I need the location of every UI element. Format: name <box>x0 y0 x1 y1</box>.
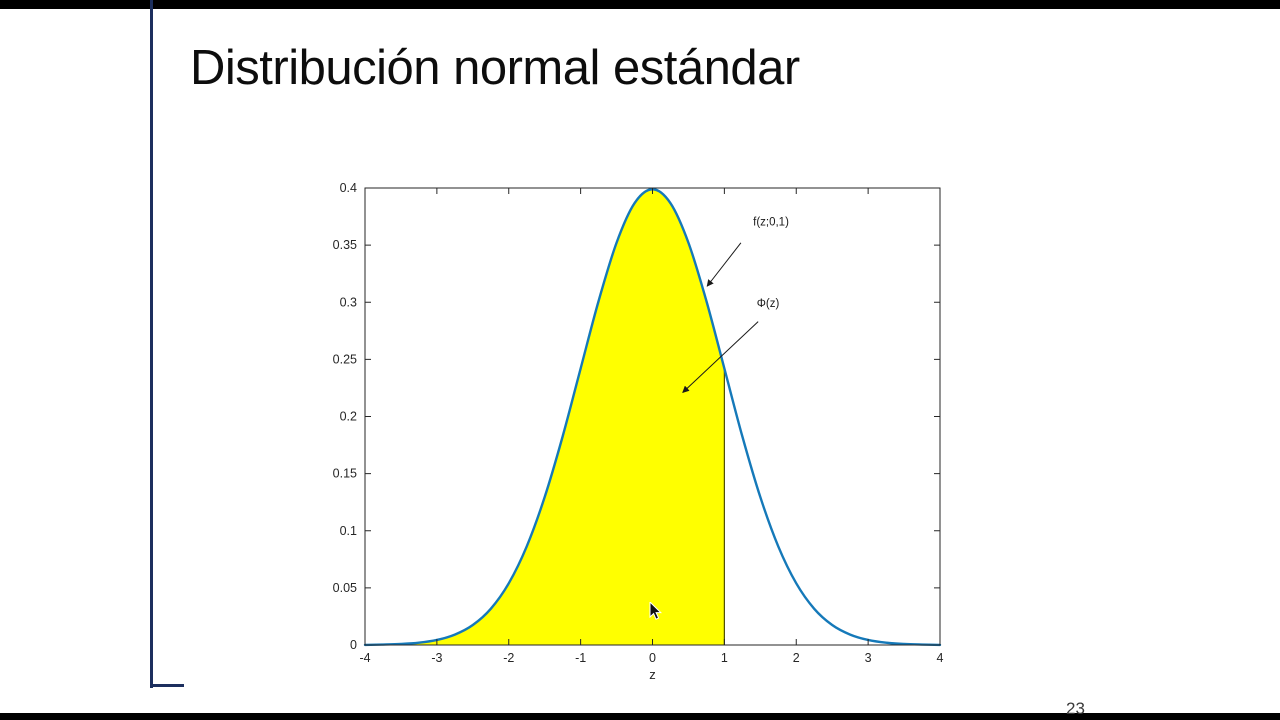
annotation: f(z;0,1) <box>706 217 789 287</box>
x-tick-label: 3 <box>865 651 872 665</box>
page-number: 23 <box>1066 699 1085 718</box>
shaded-area-phi <box>365 189 725 645</box>
x-tick-label: 0 <box>649 651 656 665</box>
x-tick-label: -3 <box>431 651 442 665</box>
x-tick-label: 2 <box>793 651 800 665</box>
x-tick-label: -2 <box>503 651 514 665</box>
mouse-cursor <box>649 600 663 622</box>
annotation-label: f(z;0,1) <box>753 217 789 229</box>
y-tick-label: 0.15 <box>333 467 357 481</box>
slide-accent-line-foot <box>150 684 184 687</box>
y-tick-label: 0.4 <box>340 181 357 195</box>
chart-svg: -4 -3 -2 -1 0 1 2 3 4 0 0.05 0.1 0.15 0.2 0.25 0.3 0.35 0… <box>333 181 944 682</box>
letterbox-bottom <box>0 713 1280 720</box>
x-tick-label: 4 <box>937 651 944 665</box>
y-tick-label: 0.35 <box>333 238 357 252</box>
normal-distribution-chart: -4 -3 -2 -1 0 1 2 3 4 0 0.05 0.1 0.15 0.2 0.25 0.3 0.35 0… <box>330 178 960 693</box>
x-tick-label: 1 <box>721 651 728 665</box>
slide-accent-line-vertical <box>150 0 153 688</box>
y-tick-label: 0.2 <box>340 410 357 424</box>
y-tick-label: 0.05 <box>333 581 357 595</box>
y-tick-label: 0 <box>350 638 357 652</box>
x-tick-label: -1 <box>575 651 586 665</box>
x-axis-label: z <box>649 667 656 682</box>
annotation: Φ(z) <box>682 298 780 393</box>
slide-title: Distribución normal estándar <box>190 41 800 95</box>
letterbox-top <box>0 0 1280 9</box>
axes: -4 -3 -2 -1 0 1 2 3 4 0 0.05 0.1 0.15 0.2 0.25 0.3 0.35 0… <box>333 181 944 682</box>
annotation-label: Φ(z) <box>757 298 780 310</box>
y-tick-label: 0.3 <box>340 295 357 309</box>
x-tick-label: -4 <box>359 651 370 665</box>
y-tick-label: 0.25 <box>333 352 357 366</box>
y-tick-label: 0.1 <box>340 524 357 538</box>
